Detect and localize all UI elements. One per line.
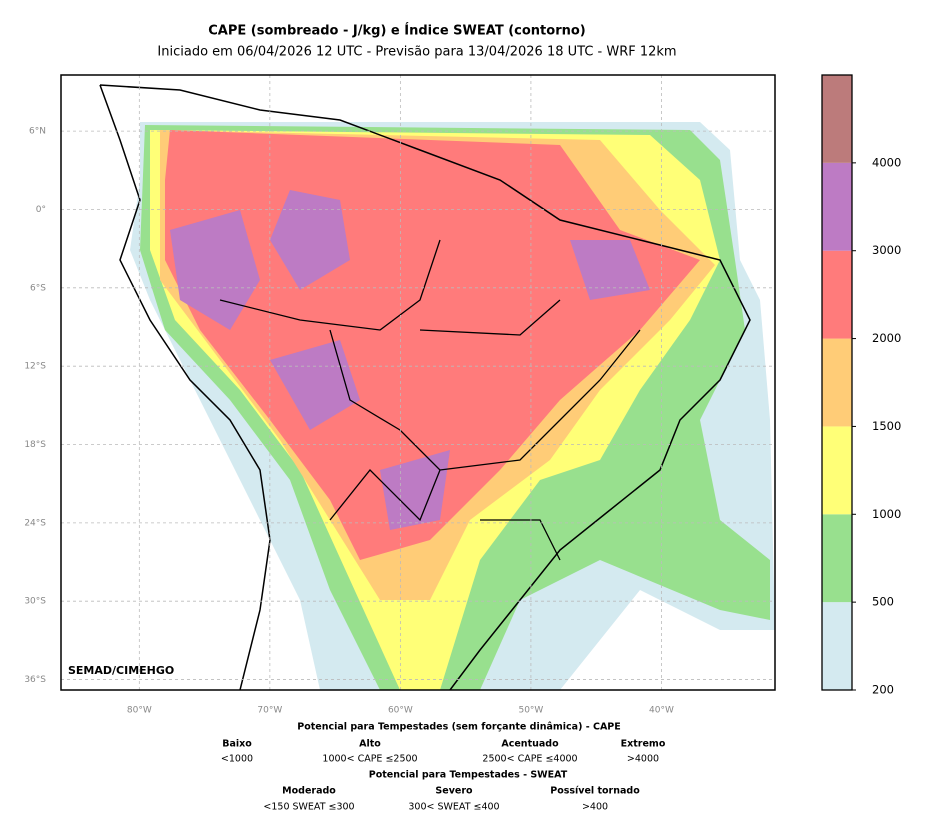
- colorbar-segment: [822, 162, 852, 251]
- colorbar-segment: [822, 602, 852, 690]
- lat-label: 24°S: [24, 518, 46, 528]
- cape-field: [99, 84, 775, 690]
- lat-label: 0°: [36, 205, 46, 215]
- colorbar-frame: [821, 74, 853, 691]
- coastline: [99, 84, 751, 690]
- colorbar-segment: [822, 75, 852, 163]
- lat-label: 12°S: [24, 362, 46, 372]
- legend-title: Potencial para Tempestades (sem forçante…: [297, 722, 621, 733]
- colorbar-label: 1500: [872, 419, 901, 433]
- legend-range: >400: [582, 802, 608, 813]
- cape-area: [270, 340, 360, 430]
- subtitle: Iniciado em 06/04/2026 12 UTC - Previsão…: [157, 45, 676, 60]
- legend-name: Possível tornado: [550, 786, 640, 797]
- lon-label: 50°W: [518, 706, 543, 716]
- colorbar-label: 2000: [872, 331, 901, 345]
- legend-range: <150 SWEAT ≤300: [263, 802, 354, 813]
- lat-label: 6°N: [29, 127, 46, 137]
- colorbar-label: 500: [872, 595, 894, 609]
- borders: [219, 239, 641, 561]
- title: CAPE (sombreado - J/kg) e Índice SWEAT (…: [208, 23, 585, 39]
- legend-range: <1000: [221, 754, 253, 765]
- colorbar-segment: [822, 250, 852, 339]
- colorbar-segment: [822, 338, 852, 427]
- credit: SEMAD/CIMEHGO: [68, 664, 174, 677]
- cape-area: [270, 190, 350, 290]
- map-frame: [60, 74, 776, 691]
- lat-label: 6°S: [30, 283, 46, 293]
- graticule: 80°W 70°W 60°W 50°W 40°W 6°N 0° 6°S 12°S 18°S 24°S…: [24, 75, 775, 716]
- legend-name: Extremo: [621, 739, 666, 750]
- legend: Potencial para Tempestades (sem forçante…: [221, 722, 666, 813]
- cape-area: [570, 240, 650, 300]
- colorbar-label: 1000: [872, 507, 901, 521]
- cape-area: [170, 210, 260, 330]
- colorbar-label: 200: [872, 683, 894, 697]
- cape-area: [380, 450, 450, 530]
- lat-label: 18°S: [24, 440, 46, 450]
- lat-label: 30°S: [24, 597, 46, 607]
- legend-title: Potencial para Tempestades - SWEAT: [369, 770, 568, 781]
- legend-range: 1000< CAPE ≤2500: [322, 754, 417, 765]
- lon-label: 70°W: [257, 706, 282, 716]
- legend-name: Baixo: [222, 739, 252, 750]
- legend-name: Severo: [435, 786, 473, 797]
- legend-name: Moderado: [282, 786, 336, 797]
- colorbar-segment: [822, 426, 852, 515]
- lon-label: 80°W: [127, 706, 152, 716]
- lat-label: 36°S: [24, 675, 46, 685]
- legend-range: 2500< CAPE ≤4000: [482, 754, 577, 765]
- colorbar-segment: [822, 514, 852, 603]
- lon-label: 60°W: [388, 706, 413, 716]
- colorbar: 200 500 1000 1500 2000 3000 4000: [821, 74, 901, 697]
- legend-range: 300< SWEAT ≤400: [408, 802, 499, 813]
- legend-name: Alto: [359, 739, 381, 750]
- legend-range: >4000: [627, 754, 659, 765]
- colorbar-label: 4000: [872, 155, 901, 169]
- colorbar-label: 3000: [872, 243, 901, 257]
- lon-label: 40°W: [649, 706, 674, 716]
- legend-name: Acentuado: [501, 739, 559, 750]
